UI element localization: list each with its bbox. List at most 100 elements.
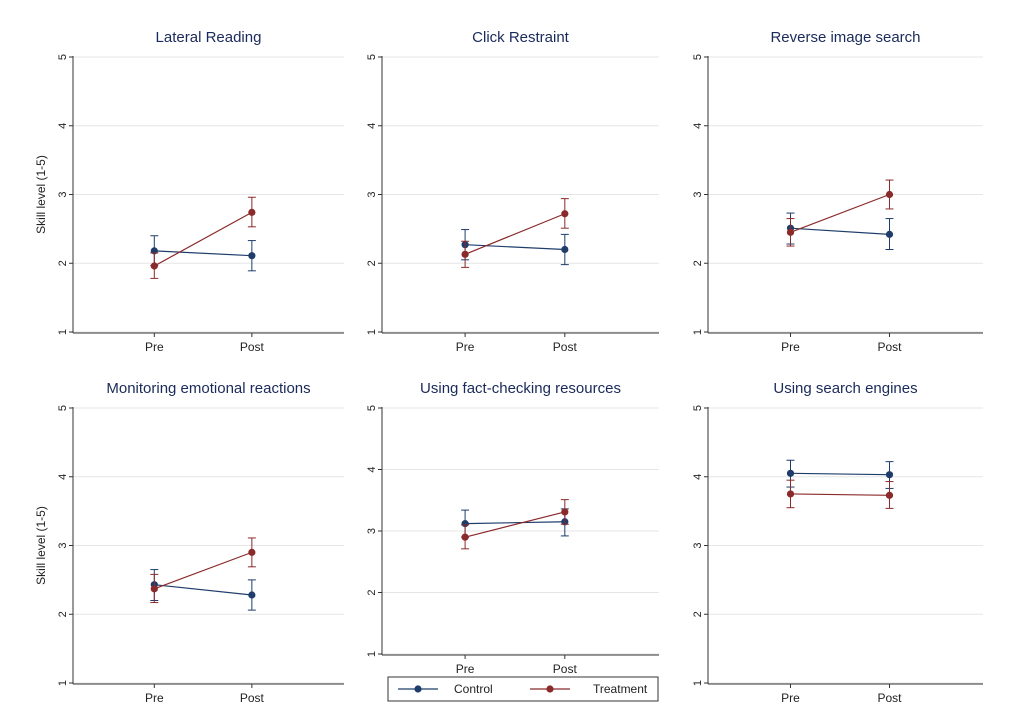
x-tick-label: Post — [553, 340, 578, 354]
data-point — [786, 469, 795, 477]
legend-item: Treatment — [530, 682, 648, 696]
x-tick-label: Post — [240, 691, 265, 705]
series-line — [465, 244, 565, 251]
y-tick-label: 3 — [366, 528, 378, 534]
y-tick-label: 5 — [366, 54, 378, 60]
x-tick-label: Post — [877, 340, 902, 354]
series-line — [790, 493, 890, 496]
data-point — [885, 190, 894, 199]
chart-panel: Lateral Reading 1 2 3 4 5 Pre Post Skill level (… — [34, 29, 344, 354]
legend-swatch-marker — [414, 685, 422, 693]
series-treatment — [786, 179, 894, 247]
y-tick-label: 2 — [57, 260, 69, 266]
panel-title: Lateral Reading — [156, 29, 262, 46]
x-tick-label: Post — [877, 691, 902, 705]
legend-label: Treatment — [593, 682, 648, 696]
panel-title: Click Restraint — [472, 29, 570, 46]
y-axis-label: Skill level (1-5) — [34, 506, 48, 585]
series-control — [461, 229, 569, 266]
y-tick-label: 1 — [57, 329, 69, 335]
panel-title: Monitoring emotional reactions — [106, 380, 310, 397]
y-tick-label: 2 — [366, 260, 378, 266]
x-tick-label: Pre — [781, 340, 800, 354]
y-tick-label: 4 — [57, 474, 69, 480]
y-tick-label: 1 — [692, 329, 704, 335]
y-tick-label: 3 — [692, 191, 704, 197]
panels: Lateral Reading 1 2 3 4 5 Pre Post Skill level (… — [34, 29, 983, 705]
y-tick-label: 1 — [692, 680, 704, 686]
x-tick-label: Post — [553, 662, 578, 676]
y-axis-label: Skill level (1-5) — [34, 155, 48, 234]
series-line — [154, 250, 252, 257]
series-treatment — [786, 479, 894, 509]
series-line — [154, 551, 253, 590]
data-point — [885, 491, 894, 499]
y-tick-label: 3 — [57, 191, 69, 197]
series-line — [464, 213, 566, 255]
panel-title: Using search engines — [773, 380, 917, 397]
series-treatment — [150, 196, 256, 279]
data-point — [885, 230, 894, 238]
data-point — [248, 548, 256, 556]
data-point — [248, 208, 256, 216]
series-treatment — [461, 499, 569, 550]
y-tick-label: 2 — [366, 589, 378, 595]
x-tick-label: Pre — [145, 340, 164, 354]
y-tick-label: 4 — [692, 474, 704, 480]
series-control — [461, 508, 569, 538]
y-tick-label: 2 — [692, 260, 704, 266]
chart-panel: Monitoring emotional reactions 1 2 3 4 5 Pre Po… — [34, 380, 344, 705]
data-point — [786, 490, 795, 498]
chart-panel: Reverse image search 1 2 3 4 5 Pre Post — [692, 29, 983, 354]
y-tick-label: 4 — [692, 123, 704, 129]
chart-panel: Using fact-checking resources 1 2 3 4 5 Pre Pos… — [366, 380, 659, 676]
data-point — [150, 262, 158, 270]
legend-swatch-marker — [546, 685, 554, 693]
series-line — [790, 472, 890, 476]
series-treatment — [461, 198, 569, 268]
data-point — [561, 245, 569, 254]
y-tick-label: 5 — [366, 405, 378, 411]
series-line — [790, 227, 890, 235]
y-tick-label: 3 — [692, 542, 704, 548]
series-line — [790, 193, 890, 233]
panel-title: Reverse image search — [770, 29, 920, 46]
data-point — [561, 508, 569, 516]
y-tick-label: 4 — [366, 466, 378, 472]
legend: Control Treatment — [387, 676, 659, 702]
legend-label: Control — [454, 682, 493, 696]
data-point — [150, 585, 158, 593]
series-line — [464, 511, 565, 538]
data-point — [885, 471, 894, 479]
x-tick-label: Pre — [781, 691, 800, 705]
data-point — [786, 228, 795, 236]
series-line — [154, 211, 253, 267]
x-tick-label: Pre — [145, 691, 164, 705]
chart-panel: Using search engines 1 2 3 4 5 Pre Post — [692, 380, 983, 705]
x-tick-label: Pre — [456, 340, 475, 354]
data-point — [461, 533, 469, 541]
y-tick-label: 4 — [366, 123, 378, 129]
y-tick-label: 3 — [366, 191, 378, 197]
data-point — [561, 210, 569, 218]
data-point — [461, 520, 469, 528]
y-tick-label: 1 — [366, 329, 378, 335]
chart-panel: Click Restraint 1 2 3 4 5 Pre Post — [366, 29, 659, 354]
y-tick-label: 2 — [57, 611, 69, 617]
y-tick-label: 3 — [57, 542, 69, 548]
panel-title: Using fact-checking resources — [420, 380, 621, 397]
series-line — [465, 521, 565, 525]
y-tick-label: 2 — [692, 611, 704, 617]
data-point — [461, 250, 469, 258]
data-point — [248, 591, 256, 599]
series-control — [150, 569, 256, 611]
series-line — [154, 584, 252, 596]
x-tick-label: Post — [240, 340, 265, 354]
y-tick-label: 5 — [57, 54, 69, 60]
y-tick-label: 1 — [57, 680, 69, 686]
x-tick-label: Pre — [456, 662, 475, 676]
y-tick-label: 5 — [692, 405, 704, 411]
y-tick-label: 4 — [57, 123, 69, 129]
series-control — [786, 212, 894, 250]
